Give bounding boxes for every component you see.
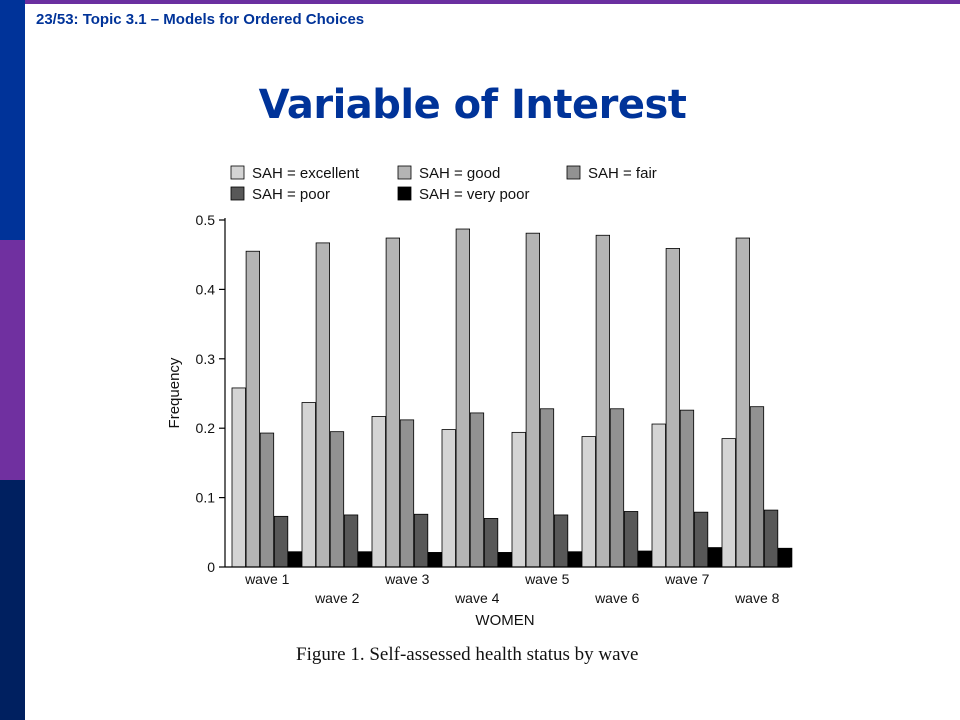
bar — [651, 423, 666, 568]
top-rule — [0, 0, 960, 4]
bar — [301, 402, 316, 568]
bar — [259, 432, 275, 568]
x-tick-label: wave 3 — [384, 571, 430, 587]
x-tick-label: wave 1 — [244, 571, 290, 587]
figure-caption: Figure 1. Self-assessed health status by… — [296, 644, 639, 665]
bar — [539, 408, 555, 568]
slide-title: Variable of Interest — [258, 82, 687, 128]
x-tick-label: wave 6 — [594, 590, 640, 606]
bar — [581, 436, 596, 568]
bar — [693, 511, 709, 568]
bar — [329, 431, 345, 568]
y-tick-label: 0.3 — [196, 351, 216, 367]
x-tick-label: wave 2 — [314, 590, 360, 606]
legend-swatch — [397, 186, 412, 201]
bar — [778, 547, 793, 568]
x-tick-label: wave 7 — [664, 571, 710, 587]
chart-axes: 0 0.1 0.2 0.3 0.4 0.5 Frequency wave 1 wave 2 wav… — [166, 212, 790, 629]
bar — [511, 431, 526, 568]
side-bar-segment — [0, 240, 25, 480]
x-tick-label: wave 4 — [454, 590, 500, 606]
bar — [749, 406, 765, 568]
bar — [385, 237, 401, 568]
bar — [399, 419, 415, 568]
y-tick-label: 0.2 — [196, 420, 216, 436]
side-bar — [0, 0, 25, 720]
legend-item: SAH = good — [397, 165, 500, 182]
bar — [315, 242, 331, 568]
bar — [357, 551, 373, 568]
legend-label: SAH = very poor — [419, 186, 529, 203]
bar — [231, 387, 246, 568]
legend-label: SAH = excellent — [252, 165, 360, 182]
bar — [708, 547, 723, 568]
bar — [371, 416, 386, 568]
bar — [287, 551, 303, 568]
bar — [273, 515, 289, 568]
legend-item: SAH = poor — [230, 186, 330, 203]
bar — [427, 552, 443, 568]
legend-label: SAH = good — [419, 165, 500, 182]
y-tick-label: 0.4 — [196, 281, 216, 297]
bar — [665, 248, 680, 568]
bar — [735, 237, 750, 568]
bar — [483, 518, 499, 568]
bar — [638, 550, 653, 568]
legend-item: SAH = fair — [566, 165, 657, 182]
bar — [568, 551, 583, 568]
y-tick-label: 0.5 — [196, 212, 216, 228]
legend-item: SAH = excellent — [230, 165, 360, 182]
bar — [455, 228, 471, 568]
y-axis-label: Frequency — [166, 357, 183, 428]
bar — [497, 552, 513, 568]
bar — [469, 412, 485, 568]
bar — [343, 514, 359, 568]
bar — [609, 408, 625, 568]
bar — [553, 514, 569, 568]
bar — [679, 409, 695, 568]
slide-breadcrumb: 23/53: Topic 3.1 – Models for Ordered Ch… — [36, 11, 365, 28]
bar — [413, 513, 429, 568]
bar — [763, 509, 779, 568]
y-tick-label: 0.1 — [196, 490, 216, 506]
legend-label: SAH = poor — [252, 186, 330, 203]
x-tick-label: wave 8 — [734, 590, 780, 606]
legend-swatch — [566, 165, 581, 180]
bar — [245, 250, 261, 568]
side-bar-segment — [0, 0, 25, 240]
legend-label: SAH = fair — [588, 165, 657, 182]
legend-swatch — [230, 186, 245, 201]
bar — [525, 232, 540, 568]
legend-item: SAH = very poor — [397, 186, 529, 203]
bar — [623, 511, 639, 568]
legend-swatch — [397, 165, 412, 180]
chart-legend: SAH = excellent SAH = good SAH = fair SAH =… — [230, 165, 657, 203]
side-bar-segment — [0, 480, 25, 720]
x-tick-label: wave 5 — [524, 571, 570, 587]
bar — [595, 234, 610, 568]
bar — [721, 438, 736, 568]
chart-bars — [231, 228, 793, 568]
y-tick-label: 0 — [207, 559, 215, 575]
bar — [441, 429, 456, 568]
legend-swatch — [230, 165, 245, 180]
x-axis-label: WOMEN — [475, 612, 534, 629]
